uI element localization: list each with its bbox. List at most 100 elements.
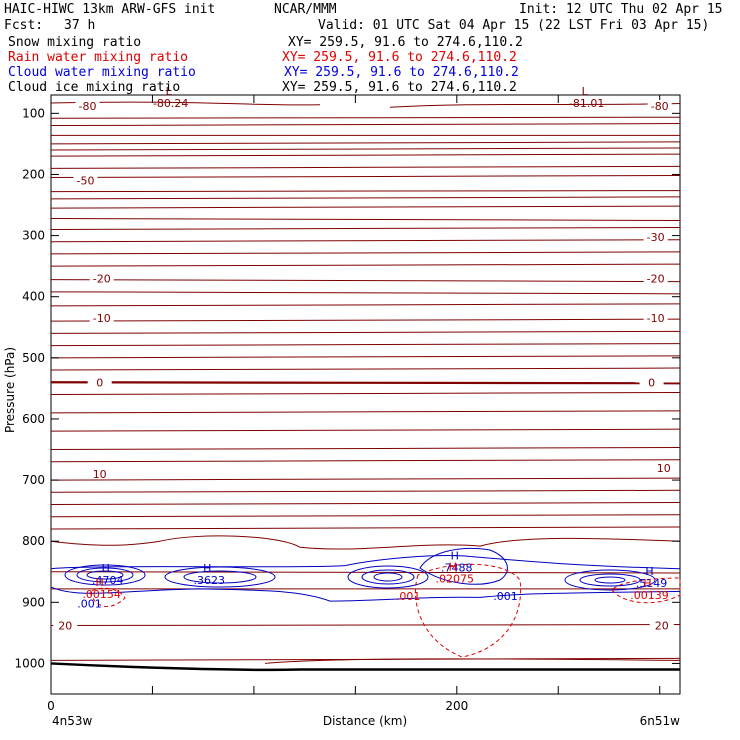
forecast-label: Fcst:: [4, 18, 44, 33]
freezing-isotherm: [50, 381, 681, 385]
isotherm-line: [50, 571, 681, 574]
temperature-label: -10: [93, 312, 111, 325]
temperature-label: 10: [93, 468, 107, 481]
isotherm-line: [50, 263, 681, 267]
isotherm-line: [50, 477, 681, 481]
y-tick-label: 900: [22, 595, 45, 609]
cloud-water-contour: [64, 564, 146, 586]
temperature-label: 0: [96, 376, 103, 389]
label-bg: [87, 467, 112, 479]
isotherm-line: [50, 428, 681, 432]
field-xy-snow: XY= 259.5, 91.6 to 274.6,110.2: [288, 35, 523, 50]
temperature-label: -10: [647, 312, 665, 325]
field-xy-rain: XY= 259.5, 91.6 to 274.6,110.2: [282, 50, 517, 65]
temperature-label: -20: [647, 272, 665, 285]
label-bg: [647, 100, 672, 112]
contour-value-label: .001: [396, 590, 421, 603]
isotherm-line: [50, 147, 681, 151]
cloud-water-contour: [579, 573, 641, 587]
isotherm-line: [50, 343, 681, 347]
y-tick-label: 600: [22, 412, 45, 426]
isotherm-line: [50, 330, 681, 334]
extremum-value: .00154: [82, 588, 121, 601]
isotherm-line: [50, 459, 681, 463]
field-name-cloud-water: Cloud water mixing ratio: [8, 65, 196, 80]
isotherm-line: [50, 190, 681, 193]
cloud-water-contour: [86, 570, 124, 580]
cloud-water-contour: [183, 570, 257, 584]
cloud-water-contour: [347, 565, 429, 589]
field-name-cloud-ice: Cloud ice mixing ratio: [8, 80, 181, 95]
label-bg: [643, 312, 668, 324]
rain-contour: [415, 563, 522, 658]
temperature-label: 20: [58, 620, 72, 633]
temperature-label: -20: [93, 272, 111, 285]
rain-contour: [89, 587, 126, 607]
chart-title: HAIC-HIWC 13km ARW-GFS init: [4, 2, 216, 17]
temperature-label: -30: [647, 231, 665, 244]
extremum-letter: H: [643, 577, 651, 590]
y-tick-label: 1000: [14, 656, 45, 670]
isotherm-line: [50, 514, 681, 518]
extremum-letter: L: [582, 85, 589, 98]
isotherm-line: [50, 251, 681, 255]
y-tick-label: 400: [22, 290, 45, 304]
isotherm-line: [50, 196, 681, 200]
isotherm-line: [50, 217, 681, 221]
extremum-letter: H: [449, 561, 457, 574]
isotherm-line: [50, 303, 681, 307]
field-name-rain: Rain water mixing ratio: [8, 50, 189, 65]
x-tick-label: 200: [445, 699, 468, 713]
y-axis-label: Pressure (hPa): [3, 347, 17, 433]
field-xy-cloud-water: XY= 259.5, 91.6 to 274.6,110.2: [284, 65, 519, 80]
rain-contour: [611, 577, 681, 604]
init-time: Init: 12 UTC Thu 02 Apr 15: [519, 2, 723, 17]
isotherm-line: [50, 239, 681, 243]
extremum-value: .5149: [636, 577, 668, 590]
contour-value-label: .001: [493, 590, 518, 603]
label-bg: [75, 100, 100, 112]
institution-label: NCAR/MMM: [274, 2, 337, 17]
cloud-water-contour: [594, 576, 626, 584]
extremum-letter: H: [102, 562, 110, 575]
extremum-letter: H: [645, 565, 653, 578]
extremum-letter: L: [166, 85, 173, 98]
terrain-line: [50, 662, 680, 672]
isotherm-line: [50, 502, 681, 506]
isotherm-line: [50, 165, 681, 169]
temperature-label: -80: [79, 100, 97, 113]
isotherm-line: [50, 101, 321, 106]
isotherm-line: [50, 624, 681, 627]
cloud-water-contour: [361, 569, 415, 585]
contour-value-label: .001: [77, 598, 102, 611]
isotherm-line: [50, 153, 681, 157]
cloud-water-contour: [419, 547, 508, 585]
temperature-label: -50: [77, 175, 95, 188]
cloud-water-contour: [76, 567, 134, 583]
cloud-water-contour: [164, 566, 276, 588]
extremum-value: .02075: [435, 573, 474, 586]
cloud-water-contour: [50, 586, 681, 602]
cloud-water-contour: [373, 572, 403, 582]
label-bg: [89, 312, 114, 324]
isotherm-line: [50, 355, 681, 359]
isotherm-line: [50, 526, 681, 530]
label-bg: [73, 174, 98, 186]
field-name-snow: Snow mixing ratio: [8, 35, 142, 50]
extremum-value: .4704: [92, 574, 124, 587]
isotherm-line: [50, 367, 681, 371]
y-tick-label: 700: [22, 473, 45, 487]
extremum-value: -81.01: [569, 97, 604, 110]
isotherm-line: [50, 489, 681, 493]
y-tick-label: 100: [22, 106, 45, 120]
temperature-label: 20: [655, 620, 669, 633]
isotherm-line: [264, 658, 681, 664]
label-bg: [53, 619, 78, 631]
isotherm-line: [50, 535, 681, 550]
label-bg: [639, 376, 664, 388]
label-bg: [87, 376, 112, 388]
x-tick-label: 0: [47, 699, 55, 713]
y-tick-label: 300: [22, 229, 45, 243]
field-xy-cloud-ice: XY= 259.5, 91.6 to 274.6,110.2: [282, 80, 517, 95]
